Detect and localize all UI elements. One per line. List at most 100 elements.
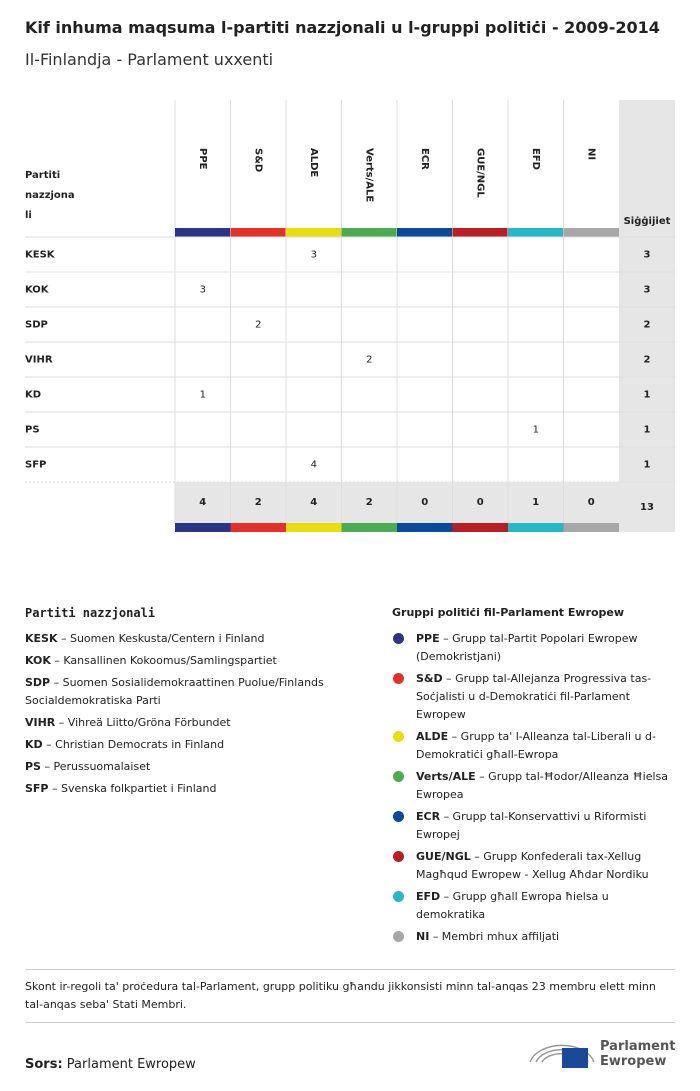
legend-abbr: Verts/ALE <box>416 770 476 783</box>
cell-value: 3 <box>311 250 317 261</box>
legend-desc: – Svenska folkpartiet i Finland <box>52 782 217 795</box>
legend-desc: – Membri mhux affiljati <box>432 930 560 943</box>
title: Kif inhuma maqsuma l-partiti nazzjonali … <box>25 18 660 37</box>
legend-dot <box>393 931 404 942</box>
color-bar <box>286 523 342 532</box>
color-bar <box>341 523 397 532</box>
column-total: 4 <box>199 497 206 508</box>
footnote: Skont ir-regoli ta' proċedura tal-Parlam… <box>25 969 675 1023</box>
color-bar <box>286 228 342 237</box>
legend-abbr: VIHR <box>25 716 56 729</box>
legend-desc: – Grupp tal-Konservattivi u Riformisti E… <box>416 810 647 841</box>
total-header: Siġġijiet <box>624 216 671 227</box>
row-total: 2 <box>644 355 651 366</box>
column-total: 2 <box>366 497 373 508</box>
legend-title: Gruppi politiċi fil-Parlament Ewropew <box>392 606 625 619</box>
table: PPE 4 S&D 2 ALDE 4 Verts/ALE 2 ECR 0 GUE/NGL 0 EFD 1 N… <box>25 100 675 532</box>
column-header: ALDE <box>308 148 319 177</box>
color-bar <box>230 228 286 237</box>
color-bar <box>563 523 619 532</box>
party-label: SDP <box>25 320 48 331</box>
row-total: 3 <box>644 285 651 296</box>
legend-item: KOK – Kansallinen Kokoomus/Samlingsparti… <box>25 652 355 670</box>
legend-item: KD – Christian Democrats in Finland <box>25 736 355 754</box>
row-total: 3 <box>644 250 651 261</box>
column-total: 1 <box>532 497 539 508</box>
legend-item: EFD – Grupp għall Ewropa ħielsa u demokr… <box>392 888 677 924</box>
legend-abbr: PPE <box>416 632 440 645</box>
legend-dot <box>393 811 404 822</box>
row-total: 1 <box>644 460 651 471</box>
logo: Parlament Ewropew <box>529 1039 675 1069</box>
color-bar <box>175 228 231 237</box>
column-header: EFD <box>530 148 541 170</box>
column-total: 0 <box>477 497 484 508</box>
legend-desc: – Grupp tal-Ħodor/Alleanza Ħielsa Ewrope… <box>416 770 669 801</box>
color-bar <box>452 228 508 237</box>
cell-value: 2 <box>255 320 261 331</box>
legend-desc: – Vihreä Liitto/Gröna Förbundet <box>58 716 231 729</box>
group-legend: Gruppi politiċi fil-Parlament Ewropew PP… <box>392 604 677 950</box>
legend-abbr: ECR <box>416 810 441 823</box>
source-text: Parlament Ewropew <box>66 1057 196 1072</box>
column-header: NI <box>585 148 596 160</box>
legend-dot <box>393 731 404 742</box>
color-bar <box>397 523 453 532</box>
legend-abbr: KESK <box>25 632 58 645</box>
row-total: 1 <box>644 390 651 401</box>
legend-item: Verts/ALE – Grupp tal-Ħodor/Alleanza Ħie… <box>392 768 677 804</box>
legend-abbr: SFP <box>25 782 49 795</box>
color-bar <box>452 523 508 532</box>
column-header: S&D <box>252 148 263 172</box>
legend-desc: – Suomen Sosialidemokraattinen Puolue/Fi… <box>25 676 324 707</box>
legend-item: PS – Perussuomalaiset <box>25 758 355 776</box>
legend-abbr: GUE/NGL <box>416 850 471 863</box>
legend-item: PPE – Grupp tal-Partit Popolari Ewropew … <box>392 630 677 666</box>
column-header: PPE <box>197 148 208 170</box>
total-column-bg <box>619 100 675 532</box>
column-header: Verts/ALE <box>363 148 374 202</box>
legend-abbr: SDP <box>25 676 51 689</box>
legend-title: Partiti nazzjonali <box>25 606 156 620</box>
subtitle: Il-Finlandja - Parlament uxxenti <box>25 50 274 69</box>
color-bar <box>175 523 231 532</box>
column-header: GUE/NGL <box>474 148 485 198</box>
party-label: VIHR <box>25 355 53 366</box>
legend-desc: – Suomen Keskusta/Centern i Finland <box>60 632 265 645</box>
legend-item: GUE/NGL – Grupp Konfederali tax-Xellug M… <box>392 848 677 884</box>
source-label: Sors: <box>25 1057 63 1072</box>
legend-item: S&D – Grupp tal-Allejanza Progressiva ta… <box>392 670 677 724</box>
legend-dot <box>393 891 404 902</box>
cell-value: 1 <box>533 425 539 436</box>
party-label: KD <box>25 390 41 401</box>
cell-value: 4 <box>311 460 317 471</box>
legend-desc: – Kansallinen Kokoomus/Samlingspartiet <box>54 654 277 667</box>
grand-total: 13 <box>640 502 654 513</box>
legend-item: SDP – Suomen Sosialidemokraattinen Puolu… <box>25 674 355 710</box>
legend-item: SFP – Svenska folkpartiet i Finland <box>25 780 355 798</box>
legend-dot <box>393 633 404 644</box>
row-total: 2 <box>644 320 651 331</box>
color-bar <box>508 228 564 237</box>
legend-item: VIHR – Vihreä Liitto/Gröna Förbundet <box>25 714 355 732</box>
party-label: PS <box>25 425 40 436</box>
party-label: KOK <box>25 285 50 296</box>
column-header: ECR <box>419 148 430 170</box>
legend-abbr: EFD <box>416 890 441 903</box>
column-total: 0 <box>421 497 428 508</box>
column-total: 4 <box>310 497 317 508</box>
legend-desc: – Grupp ta' l-Alleanza tal-Liberali u d-… <box>416 730 656 761</box>
legend-abbr: KOK <box>25 654 51 667</box>
cell-value: 1 <box>200 390 206 401</box>
legend-desc: – Grupp tal-Partit Popolari Ewropew (Dem… <box>416 632 638 663</box>
color-bar <box>508 523 564 532</box>
legend-abbr: ALDE <box>416 730 449 743</box>
party-label: SFP <box>25 460 46 471</box>
party-header: Partiti nazzjona li <box>25 170 75 221</box>
column-total: 0 <box>588 497 595 508</box>
legend-dot <box>393 771 404 782</box>
source: Sors: Parlament Ewropew <box>25 1057 196 1072</box>
legend-item: ALDE – Grupp ta' l-Alleanza tal-Liberali… <box>392 728 677 764</box>
legend-item: NI – Membri mhux affiljati <box>392 928 677 946</box>
